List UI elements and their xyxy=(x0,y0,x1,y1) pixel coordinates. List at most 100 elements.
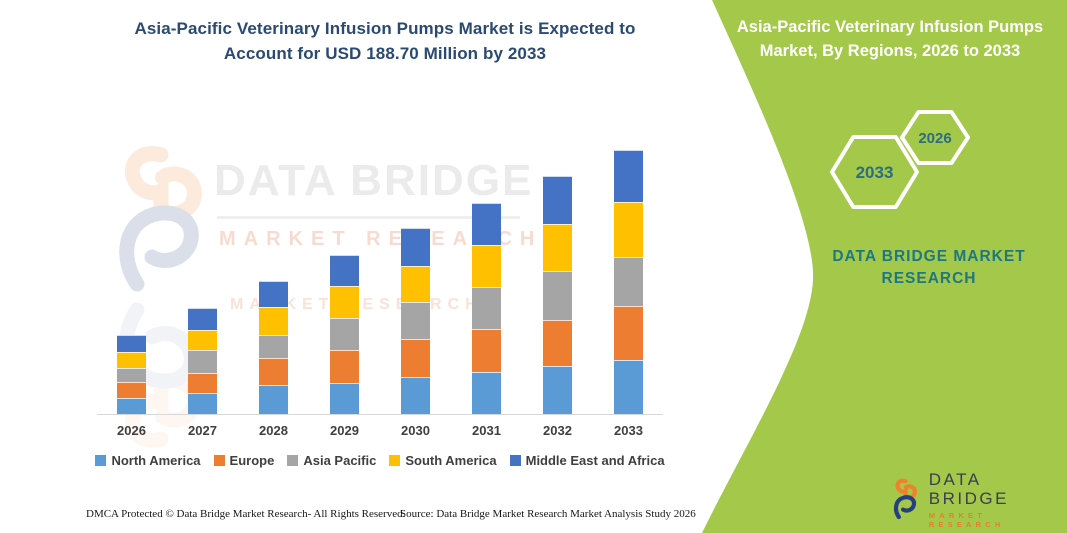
segment-2026-south-america xyxy=(117,351,146,368)
segment-2029-europe xyxy=(330,349,359,383)
x-tick-label-2027: 2027 xyxy=(188,423,217,438)
legend-label: South America xyxy=(405,453,497,468)
footer-logo: DATA BRIDGE MARKET RESEARCH xyxy=(893,470,1053,529)
legend-item-europe: Europe xyxy=(213,453,275,468)
stacked-bar-2030 xyxy=(401,228,430,414)
panel-brand-line2: RESEARCH xyxy=(881,270,977,287)
segment-2028-asia-pacific xyxy=(259,334,288,359)
footer-copyright: DMCA Protected © Data Bridge Market Rese… xyxy=(86,508,406,520)
chart-title-line1: Asia-Pacific Veterinary Infusion Pumps M… xyxy=(134,19,636,38)
segment-2030-europe xyxy=(401,338,430,378)
chart-legend: North America Europe Asia Pacific South Ame… xyxy=(90,453,670,468)
year-hexagons: 2026 2033 xyxy=(830,110,970,209)
segment-2032-north-america xyxy=(543,365,572,414)
segment-2028-middle-east-and-africa xyxy=(259,281,288,308)
panel-brand-text: DATA BRIDGE MARKET RESEARCH xyxy=(799,246,1059,290)
segment-2030-south-america xyxy=(401,265,430,302)
legend-item-north-america: North America xyxy=(95,453,201,468)
legend-label: Asia Pacific xyxy=(303,453,377,468)
stacked-bar-2033 xyxy=(614,149,643,414)
x-tick-label-2028: 2028 xyxy=(259,423,288,438)
footer-source: Source: Data Bridge Market Research Mark… xyxy=(400,508,696,520)
legend-label: Europe xyxy=(229,453,275,468)
segment-2028-south-america xyxy=(259,307,288,335)
stacked-bar-2026 xyxy=(117,335,146,414)
segment-2026-europe xyxy=(117,381,146,399)
stacked-bar-2031 xyxy=(472,203,501,414)
segment-2030-asia-pacific xyxy=(401,301,430,339)
segment-2029-south-america xyxy=(330,286,359,319)
segment-2029-asia-pacific xyxy=(330,318,359,350)
x-tick-label-2026: 2026 xyxy=(117,423,146,438)
x-axis-labels: 2026 2027 2028 2029 2030 2031 2032 2033 xyxy=(117,423,644,441)
legend-item-middle-east-and-africa: Middle East and Africa xyxy=(509,453,665,468)
hexagon-2026 xyxy=(900,110,970,165)
segment-2026-middle-east-and-africa xyxy=(117,335,146,352)
segment-2032-middle-east-and-africa xyxy=(543,175,572,225)
watermark-title: DATA BRIDGE xyxy=(214,156,534,205)
x-tick-label-2031: 2031 xyxy=(472,423,501,438)
watermark-divider xyxy=(217,216,520,219)
panel-title: Asia-Pacific Veterinary Infusion Pumps M… xyxy=(728,15,1052,63)
segment-2026-asia-pacific xyxy=(117,367,146,382)
x-tick-label-2033: 2033 xyxy=(614,423,643,438)
dbmr-logo-icon xyxy=(893,478,917,520)
segment-2029-north-america xyxy=(330,382,359,414)
chart-title: Asia-Pacific Veterinary Infusion Pumps M… xyxy=(85,16,685,66)
stacked-bar-2027 xyxy=(188,307,217,414)
stacked-bar-2029 xyxy=(330,254,359,414)
legend-swatch-icon xyxy=(287,455,299,466)
footer-logo-name: DATA BRIDGE xyxy=(928,470,1009,508)
segment-2027-middle-east-and-africa xyxy=(188,307,217,330)
segment-2030-north-america xyxy=(401,377,430,414)
stacked-bar-2028 xyxy=(259,281,288,414)
stacked-bar-plot-area xyxy=(117,148,644,414)
hexagon-2026-label: 2026 xyxy=(918,130,951,147)
segment-2033-asia-pacific xyxy=(614,256,643,306)
segment-2027-north-america xyxy=(188,393,217,414)
segment-2031-middle-east-and-africa xyxy=(472,203,501,246)
segment-2027-europe xyxy=(188,372,217,393)
segment-2033-south-america xyxy=(614,201,643,257)
legend-item-asia-pacific: Asia Pacific xyxy=(287,453,376,468)
panel-title-line1: Asia-Pacific Veterinary Infusion Pumps xyxy=(736,18,1044,36)
panel-brand-line1: DATA BRIDGE MARKET xyxy=(832,248,1026,265)
segment-2031-asia-pacific xyxy=(472,286,501,330)
legend-swatch-icon xyxy=(95,455,107,466)
x-tick-label-2032: 2032 xyxy=(543,423,572,438)
segment-2028-europe xyxy=(259,358,288,386)
stacked-bar-2032 xyxy=(543,175,572,414)
footer-logo-text: DATA BRIDGE MARKET RESEARCH xyxy=(929,470,1053,529)
segment-2032-south-america xyxy=(543,224,572,271)
segment-2030-middle-east-and-africa xyxy=(401,228,430,266)
watermark-subtitle: MARKET RESEARCH xyxy=(219,228,543,250)
segment-2031-europe xyxy=(472,329,501,372)
segment-2033-middle-east-and-africa xyxy=(614,149,643,202)
hexagon-2033-label: 2033 xyxy=(856,163,894,182)
segment-2029-middle-east-and-africa xyxy=(330,254,359,287)
x-tick-label-2029: 2029 xyxy=(330,423,359,438)
segment-2026-north-america xyxy=(117,398,146,414)
watermark-dbmr-logo-icon xyxy=(119,146,202,292)
segment-2032-asia-pacific xyxy=(543,270,572,320)
segment-2028-north-america xyxy=(259,385,288,414)
legend-swatch-icon xyxy=(389,455,401,466)
chart-title-line2: Account for USD 188.70 Million by 2033 xyxy=(223,44,547,63)
legend-swatch-icon xyxy=(213,455,225,466)
segment-2027-south-america xyxy=(188,329,217,350)
segment-2031-north-america xyxy=(472,371,501,414)
segment-2027-asia-pacific xyxy=(188,349,217,373)
legend-label: Middle East and Africa xyxy=(525,453,665,468)
legend-item-south-america: South America xyxy=(389,453,497,468)
segment-2032-europe xyxy=(543,319,572,366)
hexagon-2033 xyxy=(830,135,919,209)
legend-label: North America xyxy=(111,453,201,468)
footer-logo-tagline: MARKET RESEARCH xyxy=(928,511,1005,529)
segment-2031-south-america xyxy=(472,245,501,287)
segment-2033-europe xyxy=(614,305,643,360)
x-tick-label-2030: 2030 xyxy=(401,423,430,438)
segment-2033-north-america xyxy=(614,359,643,414)
legend-swatch-icon xyxy=(509,455,521,466)
